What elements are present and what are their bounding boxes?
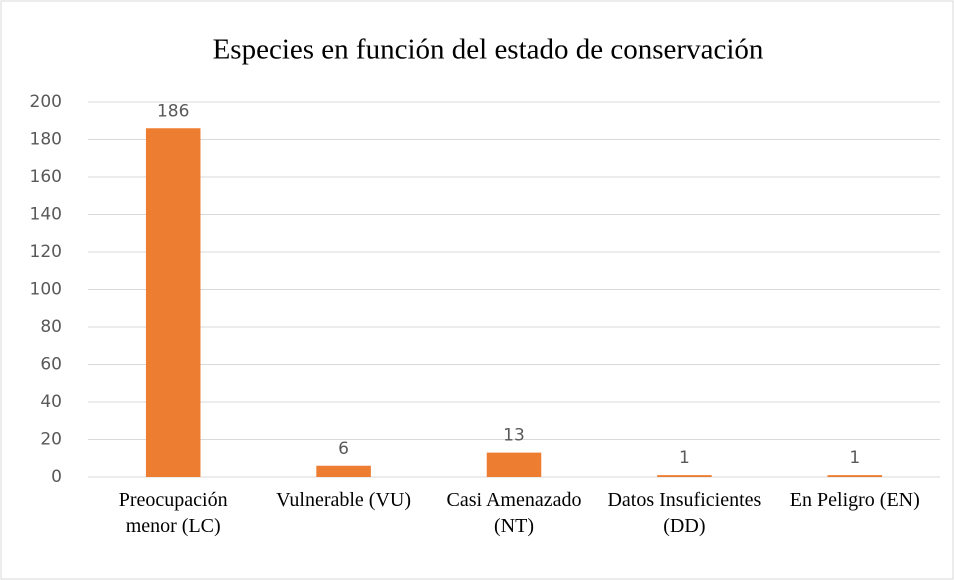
x-tick-label: Vulnerable (VU) bbox=[276, 489, 412, 511]
y-tick-label: 200 bbox=[30, 92, 62, 112]
y-tick-label: 0 bbox=[51, 467, 62, 487]
bar bbox=[657, 475, 712, 477]
value-label: 6 bbox=[338, 439, 349, 459]
value-label: 1 bbox=[849, 448, 860, 468]
y-tick-label: 100 bbox=[30, 280, 62, 300]
y-tick-label: 40 bbox=[40, 392, 62, 412]
bar bbox=[827, 475, 883, 477]
x-tick-label: Preocupación menor (LC) bbox=[118, 489, 228, 537]
value-label: 186 bbox=[157, 101, 189, 121]
y-tick-label: 20 bbox=[40, 430, 62, 450]
bar bbox=[486, 452, 542, 477]
x-tick-label: Datos Insuficientes (DD) bbox=[607, 489, 762, 537]
bar bbox=[316, 465, 371, 477]
value-label: 13 bbox=[503, 426, 525, 446]
y-tick-label: 160 bbox=[30, 167, 62, 187]
y-tick-label: 60 bbox=[40, 355, 62, 375]
y-tick-label: 120 bbox=[30, 242, 62, 262]
y-tick-label: 180 bbox=[30, 130, 62, 150]
value-label: 1 bbox=[679, 448, 690, 468]
chart-title: Especies en función del estado de conser… bbox=[213, 34, 764, 66]
x-tick-label: En Peligro (EN) bbox=[789, 489, 920, 511]
y-tick-label: 140 bbox=[30, 205, 62, 225]
x-tick-label: Casi Amenazado (NT) bbox=[446, 489, 582, 537]
bar bbox=[145, 128, 201, 477]
y-tick-label: 80 bbox=[40, 317, 62, 337]
